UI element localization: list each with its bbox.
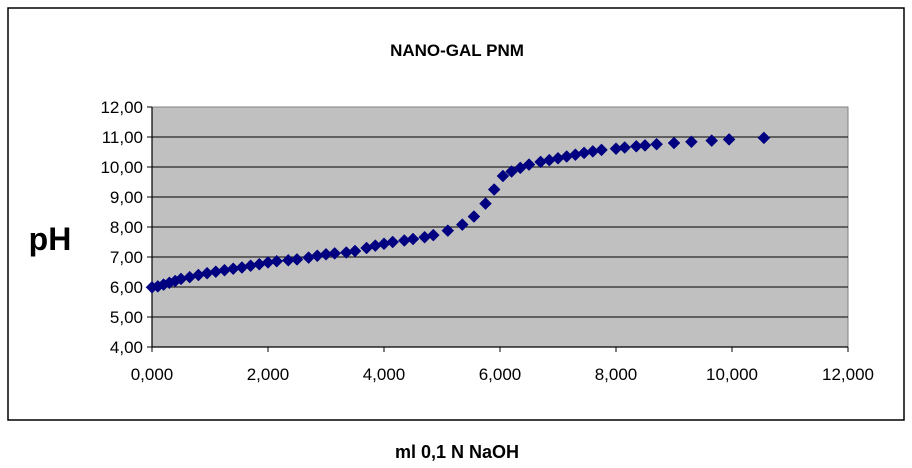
data-point [757, 131, 771, 145]
y-axis-label: pH [29, 221, 72, 257]
data-series [145, 131, 771, 294]
y-tick-label: 5,00 [110, 308, 143, 327]
data-point [650, 137, 663, 151]
data-point [667, 136, 681, 150]
x-tick-label: 4,000 [363, 365, 406, 384]
y-tick-label: 8,00 [110, 218, 143, 237]
data-point [618, 141, 632, 154]
y-tick-label: 11,00 [102, 128, 143, 147]
y-tick-labels: 4,00 5,00 6,00 7,00 8,00 9,00 10,00 11,00 12,00 [100, 98, 143, 357]
data-point [348, 244, 362, 258]
x-tick-label: 10,000 [706, 365, 758, 384]
x-tick-label: 2,000 [247, 365, 290, 384]
data-point [290, 253, 304, 266]
data-point [455, 218, 469, 231]
data-point [685, 135, 698, 149]
data-point [595, 143, 608, 157]
data-point [496, 169, 510, 183]
data-point [479, 197, 492, 210]
axes [147, 106, 849, 352]
data-point [426, 228, 440, 242]
data-point [705, 134, 719, 147]
x-tick-label: 6,000 [479, 365, 522, 384]
x-tick-label: 0,000 [131, 365, 174, 384]
x-tick-labels: 0,000 2,000 4,000 6,000 8,000 10,000 12,000 [131, 365, 874, 384]
grid-lines [152, 136, 848, 318]
x-tick-label: 12,000 [822, 365, 874, 384]
y-tick-label: 12,00 [100, 98, 143, 117]
y-tick-label: 7,00 [110, 248, 143, 267]
data-point [270, 254, 284, 268]
y-tick-label: 10,00 [100, 158, 143, 177]
data-point [722, 133, 736, 146]
y-tick-label: 4,00 [110, 338, 143, 357]
data-point [638, 139, 652, 152]
data-point [386, 235, 400, 249]
data-point [467, 210, 481, 223]
data-point [328, 247, 342, 260]
data-point [441, 224, 455, 237]
chart-title: NANO-GAL PNM [390, 41, 524, 60]
data-point [406, 232, 420, 246]
y-tick-label: 9,00 [110, 188, 143, 207]
data-point [522, 158, 536, 171]
x-tick-label: 8,000 [595, 365, 638, 384]
data-point [487, 183, 501, 196]
x-axis-label: ml 0,1 N NaOH [395, 442, 519, 462]
y-tick-label: 6,00 [110, 278, 143, 297]
